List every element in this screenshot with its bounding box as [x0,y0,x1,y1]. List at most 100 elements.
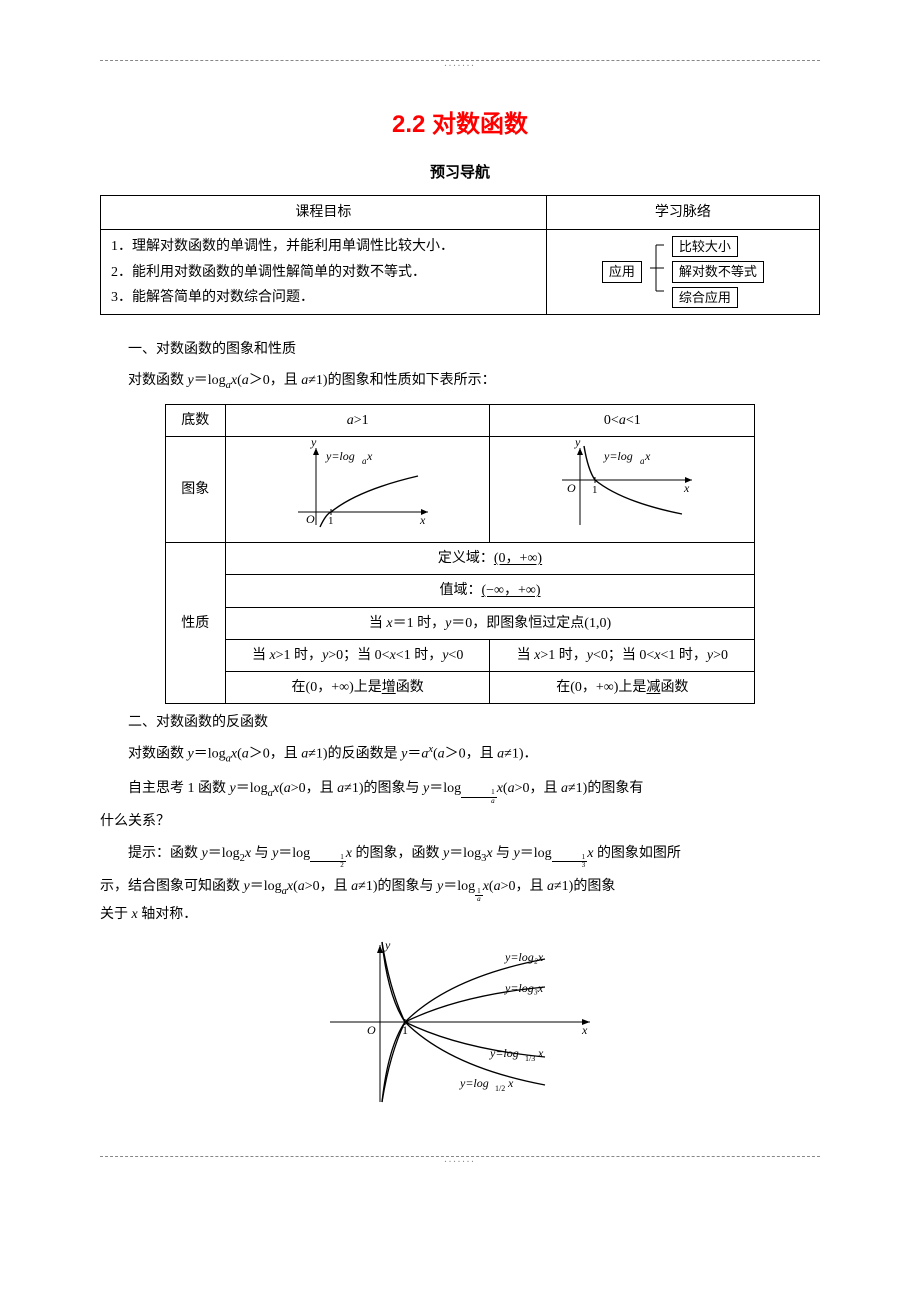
svg-text:1: 1 [328,515,334,527]
svg-text:1/3: 1/3 [525,1054,535,1063]
text: 在(0，+∞)上是 [292,680,382,695]
prop-row-label: 底数 [165,404,225,436]
graph-a-gt-1: O y x 1 y=log a x [225,437,490,543]
text: 的图象与 [378,879,438,894]
page-subtitle: 预习导航 [100,160,820,187]
formula: y [188,373,194,388]
text: ，且 [515,879,547,894]
svg-text:x: x [507,1076,514,1090]
objective-item: 2．能利用对数函数的单调性解简单的对数不等式． [111,260,536,285]
prop-range: 值域：(−∞，+∞) [225,575,754,607]
text: 自主思考 1 函数 [128,781,230,796]
section2-heading: 二、对数函数的反函数 [100,710,820,735]
prop-sign-a: 当 x>1 时，y>0；当 0<x<1 时，y<0 [225,639,490,671]
svg-text:y: y [384,938,391,952]
objectives-diagram: 应用 比较大小 解对数不等式 综合应用 [546,230,819,315]
svg-text:x: x [683,481,690,495]
text: 函数 [396,680,424,695]
text: ，且 [320,879,352,894]
prop-domain: 定义域：(0，+∞) [225,543,754,575]
text: 的图象与 [364,781,424,796]
text: 的图象，函数 [352,846,443,861]
prop-mono-b: 在(0，+∞)上是减函数 [490,671,755,703]
svg-text:y=log₂x: y=log₂x [504,950,544,964]
objectives-list: 1．理解对数函数的单调性，并能利用单调性比较大小． 2．能利用对数函数的单调性解… [101,230,547,315]
think-line-1: 自主思考 1 函数 y＝logax(a>0，且 a≠1)的图象与 y＝log1a… [100,776,820,804]
text: 的图象 [573,879,615,894]
svg-text:y=log: y=log [325,449,355,463]
page-title: 2.2 对数函数 [100,103,820,146]
diagram-connector [648,239,666,306]
inverse-line: 对数函数 y＝logax(a＞0，且 a≠1)的反函数是 y＝ax(a＞0，且 … [100,741,820,769]
svg-text:x: x [644,449,651,463]
prop-col-a: a>1 [225,404,490,436]
log-graph-decreasing: O y x 1 y=log a x [532,440,712,530]
prop-row-label: 图象 [165,437,225,543]
text: ． [524,747,538,762]
diagram-branch: 比较大小 [672,236,738,258]
prop-fixed-point: 当 x＝1 时，y＝0，即图象恒过定点(1,0) [225,607,754,639]
svg-text:x: x [581,1023,588,1037]
text: 定义域： [438,551,494,566]
prop-sign-b: 当 x>1 时，y<0；当 0<x<1 时，y>0 [490,639,755,671]
prop-row-label: 性质 [165,543,225,704]
svg-text:x: x [537,1046,544,1060]
bottom-graph: O y x 1 y=log₂x y=log₃x y=log 1/3 x y=lo… [100,937,820,1116]
svg-text:y: y [574,440,581,449]
diagram-branch: 解对数不等式 [672,261,764,283]
text: 的反函数是 [328,747,402,762]
bracket-icon [648,239,666,297]
svg-text:O: O [567,481,576,495]
svg-text:O: O [306,512,315,526]
text: 的图象如图所 [593,846,681,861]
svg-text:y: y [310,440,317,449]
svg-text:O: O [367,1023,376,1037]
svg-text:y=log: y=log [459,1076,489,1090]
objective-item: 3．能解答简单的对数综合问题． [111,285,536,310]
text: 的图象有 [587,781,643,796]
think-line-2: 什么关系？ [100,809,820,834]
hint-line-2: 示，结合图象可知函数 y＝logax(a>0，且 a≠1)的图象与 y＝log1… [100,874,820,902]
log-graph-increasing: O y x 1 y=log a x [268,440,448,530]
text: 对数函数 [128,747,188,762]
bottom-dots: ....... [100,1151,820,1169]
text: 的图象和性质如下表所示： [328,373,496,388]
svg-text:1/2: 1/2 [495,1084,505,1093]
diagram-branch: 综合应用 [672,287,738,309]
objectives-header-2: 学习脉络 [546,196,819,230]
section1-intro: 对数函数 y＝logax(a＞0，且 a≠1)的图象和性质如下表所示： [100,368,820,396]
prop-mono-a: 在(0，+∞)上是增函数 [225,671,490,703]
text: ，且 [529,781,561,796]
graph-a-lt-1: O y x 1 y=log a x [490,437,755,543]
top-dots: ....... [100,55,820,73]
text-underline: (−∞，+∞) [481,583,540,598]
text: 示，结合图象可知函数 [100,879,244,894]
text: 对数函数 [128,373,188,388]
text: 值域： [439,583,481,598]
svg-text:x: x [419,513,426,527]
hint-line-1: 提示：函数 y＝log2x 与 y＝log12x 的图象，函数 y＝log3x … [100,841,820,869]
text: ，且 [270,747,302,762]
text: ，且 [270,373,302,388]
text: 函数 [660,680,688,695]
text-underline: (0，+∞) [494,551,542,566]
text: 提示：函数 [128,846,202,861]
text-underline: 减 [646,680,660,695]
svg-text:x: x [366,449,373,463]
text: ，且 [306,781,338,796]
section1-heading: 一、对数函数的图象和性质 [100,337,820,362]
objectives-table: 课程目标 学习脉络 1．理解对数函数的单调性，并能利用单调性比较大小． 2．能利… [100,195,820,315]
text: 与 [251,846,272,861]
properties-table: 底数 a>1 0<a<1 图象 O y x 1 y=log a x [165,404,755,704]
diagram-root: 应用 [602,261,642,283]
objective-item: 1．理解对数函数的单调性，并能利用单调性比较大小． [111,234,536,259]
svg-text:y=log: y=log [603,449,633,463]
hint-line-3: 关于 x 轴对称． [100,902,820,927]
multi-log-graph: O y x 1 y=log₂x y=log₃x y=log 1/3 x y=lo… [310,937,610,1107]
text: 在(0，+∞)上是 [556,680,646,695]
prop-col-b: 0<a<1 [490,404,755,436]
svg-text:1: 1 [592,484,598,496]
text: 与 [493,846,514,861]
objectives-header-1: 课程目标 [101,196,547,230]
svg-text:y=log₃x: y=log₃x [504,981,544,995]
